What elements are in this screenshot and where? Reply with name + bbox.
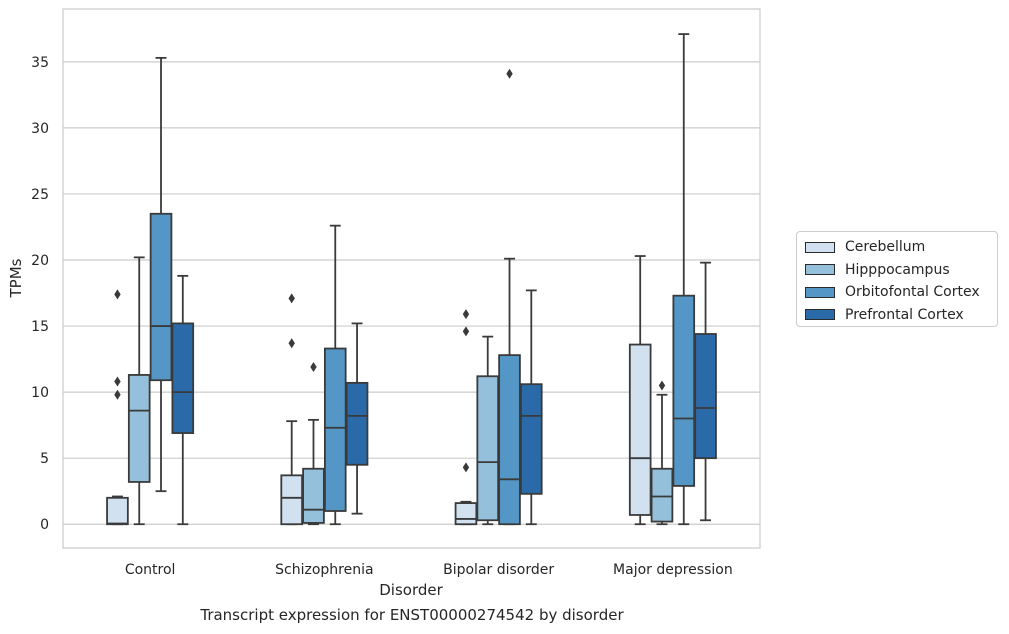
box-body bbox=[650, 467, 674, 523]
x-tick-labels: Control Schizophrenia Bipolar disorder Majo… bbox=[125, 562, 733, 578]
legend-label: Cerebellum bbox=[845, 239, 926, 256]
y-tick-label: 25 bbox=[31, 187, 49, 203]
box-body bbox=[106, 496, 129, 526]
legend-swatch bbox=[805, 309, 835, 321]
box-orbitofontal-cortex-schizophrenia bbox=[323, 224, 347, 526]
legend-item: Hipppocampus bbox=[805, 259, 997, 282]
legend-item: Orbitofontal Cortex bbox=[805, 281, 997, 304]
box-cerebellum-bipolar-disorder bbox=[454, 309, 478, 526]
figure-caption: Transcript expression for ENST0000027454… bbox=[200, 606, 624, 624]
box-body bbox=[454, 502, 478, 526]
y-tick-label: 30 bbox=[31, 121, 49, 137]
box-orbitofontal-cortex-bipolar-disorder bbox=[498, 68, 521, 526]
box-prefrontal-cortex-control bbox=[171, 274, 195, 526]
y-tick-label: 35 bbox=[31, 55, 49, 71]
box-orbitofontal-cortex-major-depression bbox=[672, 33, 696, 526]
box-body bbox=[520, 383, 543, 495]
box-body bbox=[672, 294, 696, 487]
x-axis-label: Disorder bbox=[379, 581, 443, 599]
y-tick-label: 20 bbox=[31, 253, 49, 269]
legend-item: Prefrontal Cortex bbox=[805, 304, 997, 327]
box-hipppocampus-schizophrenia bbox=[302, 362, 325, 526]
box-body bbox=[628, 343, 652, 516]
y-tick-label: 10 bbox=[31, 385, 49, 401]
box-hipppocampus-bipolar-disorder bbox=[476, 335, 500, 526]
outlier-point bbox=[288, 293, 295, 304]
y-tick-label: 0 bbox=[40, 517, 49, 533]
legend-item: Cerebellum bbox=[805, 236, 997, 259]
legend-label: Hipppocampus bbox=[845, 261, 950, 278]
box-body bbox=[149, 212, 173, 382]
plot-frame bbox=[62, 8, 761, 549]
box-prefrontal-cortex-bipolar-disorder bbox=[520, 289, 543, 526]
box-body bbox=[323, 347, 347, 512]
box-prefrontal-cortex-major-depression bbox=[694, 261, 717, 522]
outlier-point bbox=[658, 380, 666, 391]
outlier-point bbox=[114, 289, 121, 300]
box-body bbox=[498, 354, 521, 526]
box-orbitofontal-cortex-control bbox=[149, 56, 173, 493]
y-tick-label: 5 bbox=[40, 451, 49, 467]
outlier-point bbox=[310, 362, 317, 373]
box-body bbox=[280, 474, 303, 526]
box-cerebellum-schizophrenia bbox=[280, 293, 303, 526]
outlier-point bbox=[462, 309, 470, 320]
box-hipppocampus-major-depression bbox=[650, 380, 674, 526]
legend-swatch bbox=[805, 264, 835, 276]
box-series bbox=[106, 33, 717, 526]
x-tick-label: Schizophrenia bbox=[275, 562, 373, 578]
outlier-point bbox=[506, 68, 513, 79]
outlier-point bbox=[288, 338, 295, 349]
box-body bbox=[694, 333, 717, 460]
box-body bbox=[302, 467, 325, 524]
outlier-point bbox=[462, 326, 470, 337]
y-tick-label: 15 bbox=[31, 319, 49, 335]
x-tick-label: Bipolar disorder bbox=[443, 562, 554, 578]
legend: Cerebellum Hipppocampus Orbitofontal Corte… bbox=[796, 231, 998, 327]
outlier-point bbox=[114, 376, 121, 387]
box-body bbox=[171, 322, 195, 434]
box-cerebellum-control bbox=[106, 289, 129, 526]
box-hipppocampus-control bbox=[127, 256, 151, 526]
legend-swatch bbox=[805, 286, 835, 298]
box-body bbox=[127, 374, 151, 483]
outlier-point bbox=[462, 462, 470, 473]
box-body bbox=[345, 381, 369, 466]
box-cerebellum-major-depression bbox=[628, 255, 652, 526]
box-body bbox=[476, 375, 500, 522]
y-tick-labels: 0 5 10 15 20 25 30 35 bbox=[31, 55, 49, 533]
outlier-point bbox=[114, 389, 121, 400]
legend-swatch bbox=[805, 241, 835, 253]
box-prefrontal-cortex-schizophrenia bbox=[345, 322, 369, 515]
legend-label: Prefrontal Cortex bbox=[845, 306, 964, 323]
x-tick-label: Control bbox=[125, 562, 176, 578]
legend-label: Orbitofontal Cortex bbox=[845, 284, 980, 301]
x-tick-label: Major depression bbox=[613, 562, 733, 578]
y-axis-label: TPMs bbox=[7, 258, 25, 298]
